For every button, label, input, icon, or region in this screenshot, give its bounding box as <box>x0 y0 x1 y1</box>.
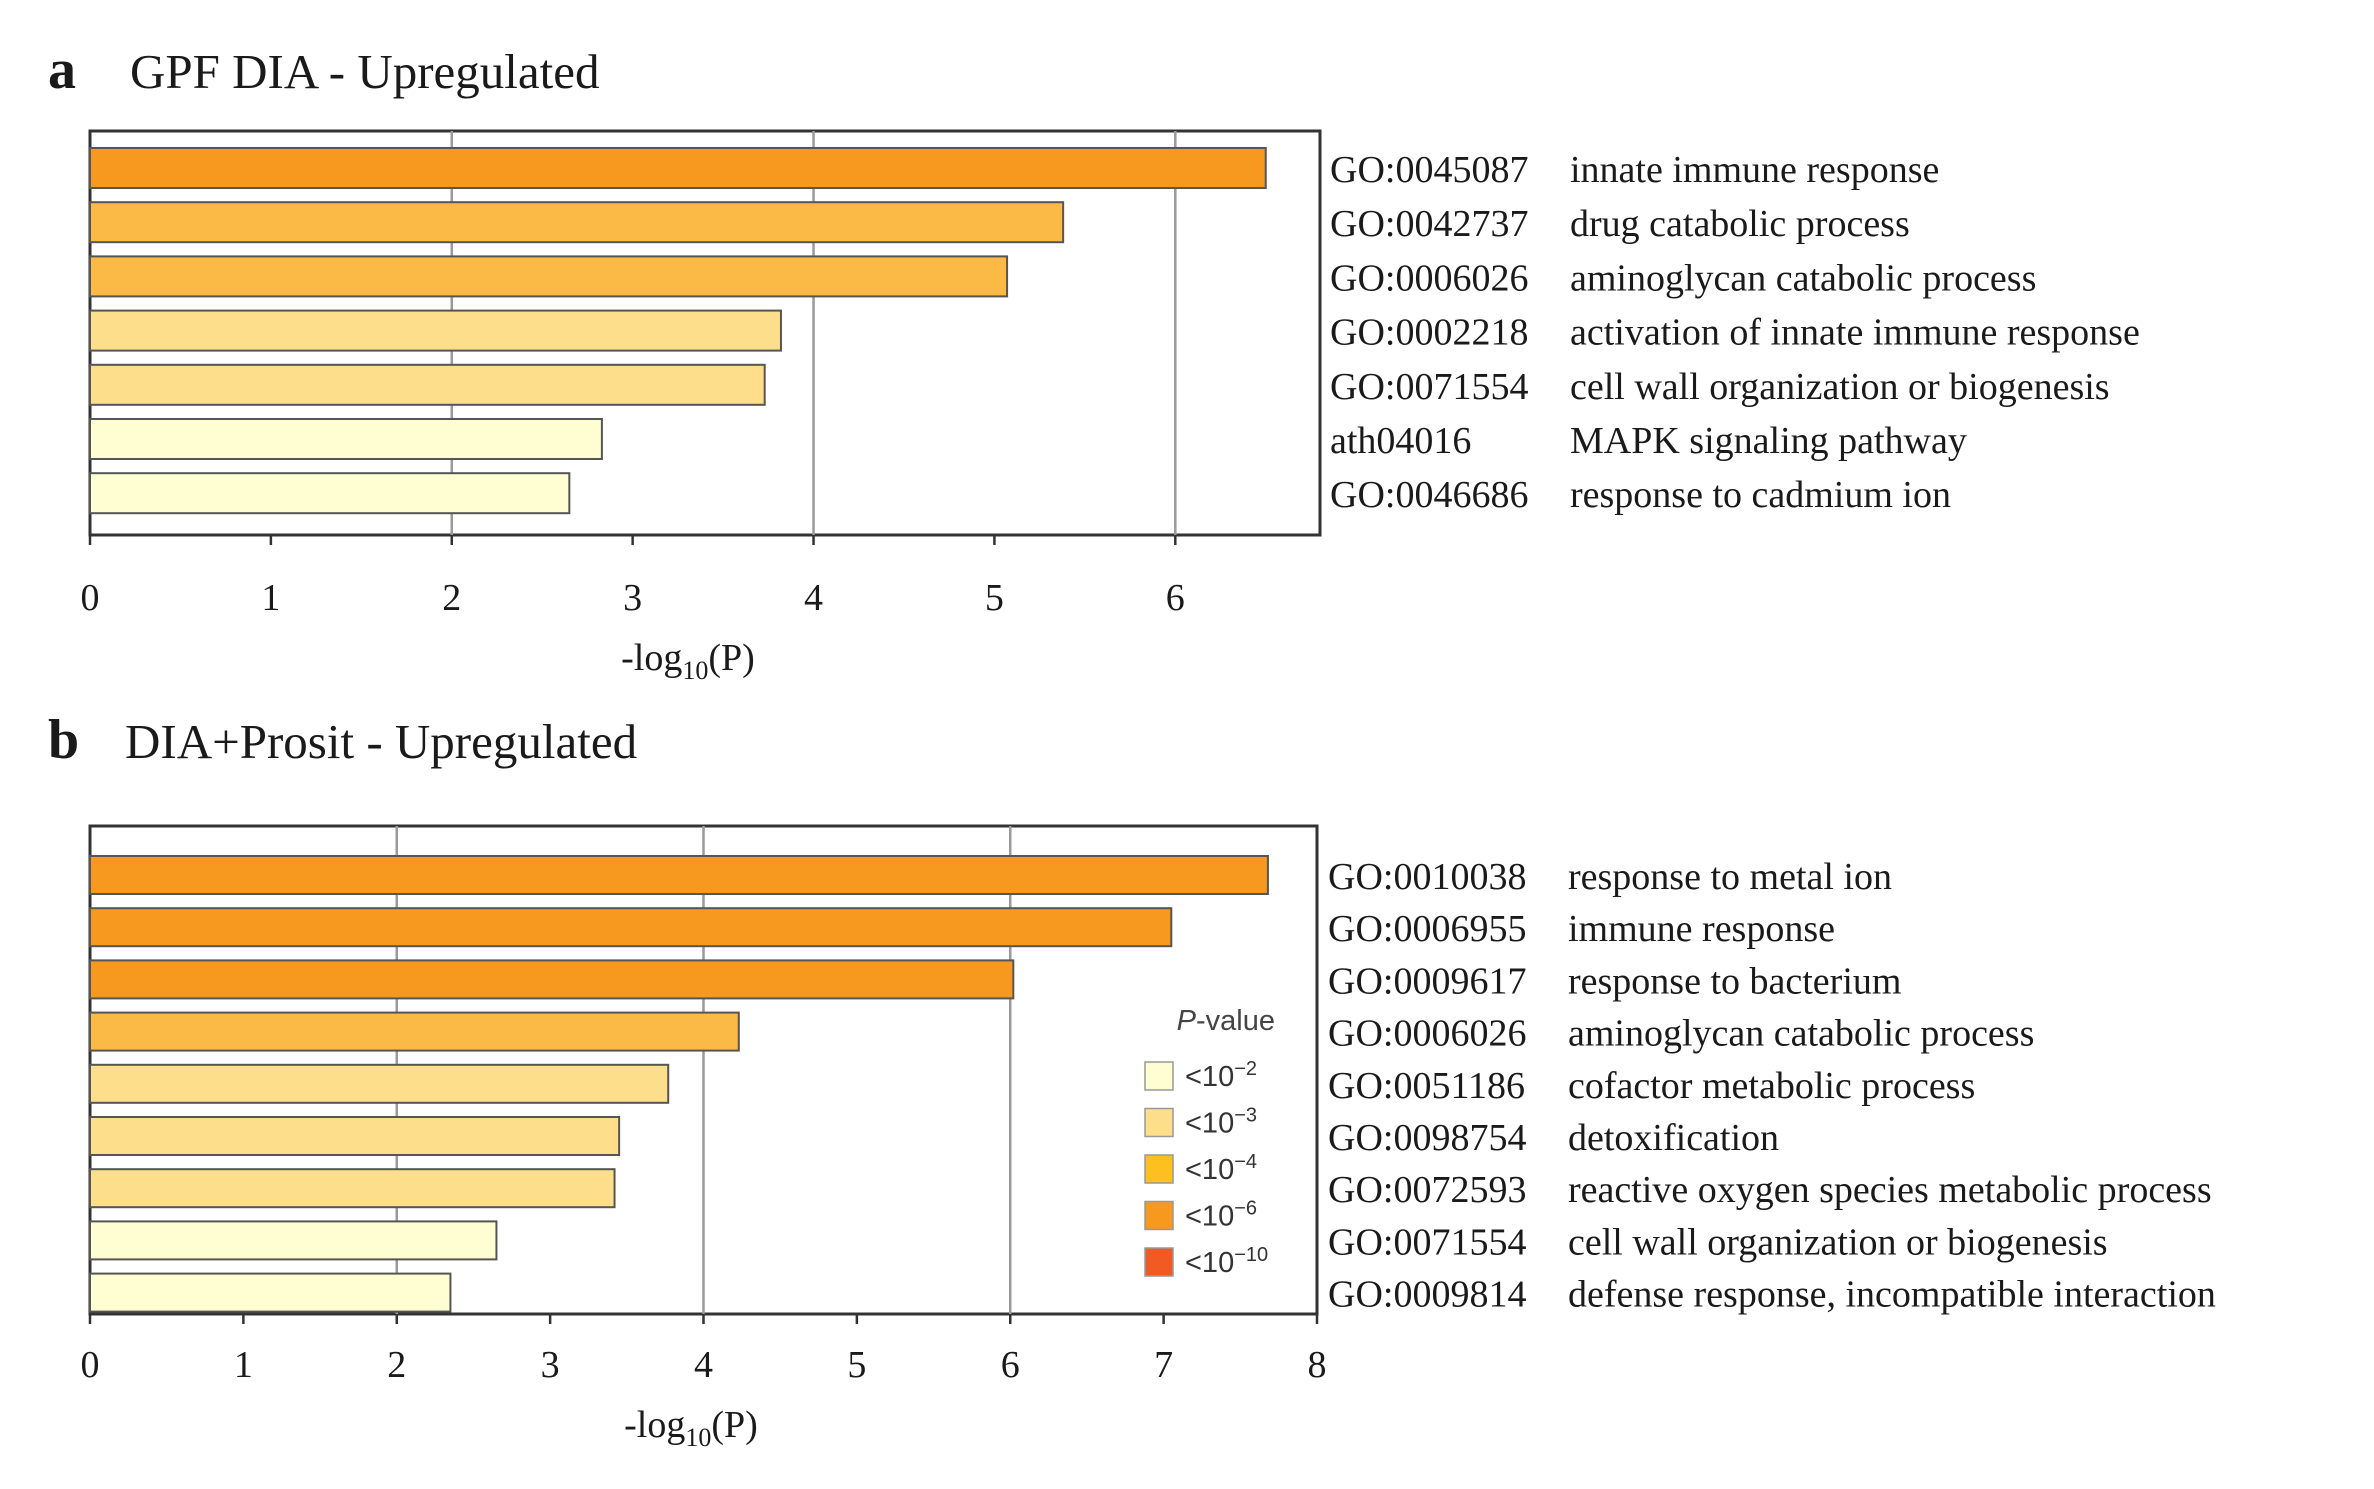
term-label: activation of innate immune response <box>1570 312 2140 354</box>
term-label: MAPK signaling pathway <box>1570 420 1967 462</box>
legend-label: <10−6 <box>1185 1198 1257 1233</box>
x-tick-label: 2 <box>387 1344 406 1386</box>
bar <box>89 255 1009 298</box>
go-id-label: GO:0002218 <box>1330 312 1528 354</box>
term-label: drug catabolic process <box>1570 203 1910 245</box>
bar <box>89 363 766 406</box>
bar <box>89 201 1065 244</box>
term-label: response to cadmium ion <box>1570 474 1951 516</box>
bar <box>89 1116 621 1156</box>
x-tick-label: 6 <box>1001 1344 1020 1386</box>
x-tick-label: 0 <box>81 577 100 619</box>
panel-letter: a <box>48 39 76 101</box>
go-id-label: GO:0006955 <box>1328 908 1526 950</box>
x-tick-label: 3 <box>541 1344 560 1386</box>
legend-swatch <box>1144 1154 1174 1184</box>
go-id-label: GO:0006026 <box>1330 257 1528 299</box>
legend-label: <10−4 <box>1185 1151 1257 1186</box>
x-tick-label: 7 <box>1154 1344 1173 1386</box>
term-label: cofactor metabolic process <box>1568 1065 1975 1107</box>
go-id-label: GO:0009814 <box>1328 1274 1526 1316</box>
legend-label: <10−3 <box>1185 1105 1257 1140</box>
bar <box>89 472 571 515</box>
bar <box>89 907 1173 948</box>
x-tick-label: 8 <box>1308 1344 1327 1386</box>
term-label: immune response <box>1568 908 1835 950</box>
go-id-label: GO:0098754 <box>1328 1117 1526 1159</box>
legend-swatch <box>1144 1247 1174 1277</box>
go-id-label: GO:0071554 <box>1328 1221 1526 1263</box>
term-label: aminoglycan catabolic process <box>1568 1013 2034 1055</box>
panel-b: b DIA+Prosit - Upregulated GO:0010038 respo… <box>48 709 2216 1452</box>
go-id-label: GO:0010038 <box>1328 856 1526 898</box>
x-tick-label: 5 <box>985 577 1004 619</box>
term-label: response to metal ion <box>1568 856 1892 898</box>
x-tick-label: 0 <box>81 1344 100 1386</box>
bar <box>89 418 603 460</box>
x-tick-label: 4 <box>694 1344 713 1386</box>
term-label: aminoglycan catabolic process <box>1570 257 2036 299</box>
legend-label: <10−2 <box>1185 1058 1257 1093</box>
legend-swatch <box>1144 1200 1174 1231</box>
term-label: defense response, incompatible interacti… <box>1568 1274 2216 1316</box>
go-id-label: GO:0071554 <box>1330 366 1528 408</box>
legend-title: P-value <box>1177 1005 1275 1037</box>
term-label: innate immune response <box>1570 149 1939 191</box>
bar <box>89 309 782 352</box>
legend: P-value <10−2 <10−3 <10−4 <10−6 <10−10 <box>1144 1005 1275 1279</box>
bar <box>89 1063 670 1104</box>
x-tick-label: 4 <box>804 577 823 619</box>
go-id-label: GO:0046686 <box>1330 474 1528 516</box>
go-id-label: GO:0072593 <box>1328 1169 1526 1211</box>
x-tick-label: 3 <box>623 577 642 619</box>
legend-swatch <box>1144 1107 1174 1138</box>
panel-title: GPF DIA - Upregulated <box>130 44 600 99</box>
x-tick-label: 1 <box>261 577 280 619</box>
x-tick-label: 5 <box>847 1344 866 1386</box>
bar <box>89 147 1267 189</box>
term-label: cell wall organization or biogenesis <box>1570 366 2110 408</box>
go-id-label: GO:0042737 <box>1330 203 1528 245</box>
go-id-label: ath04016 <box>1330 420 1471 462</box>
go-id-label: GO:0006026 <box>1328 1013 1526 1055</box>
panel-title: DIA+Prosit - Upregulated <box>125 714 637 769</box>
x-axis-label: -log10(P) <box>621 637 755 685</box>
go-id-label: GO:0009617 <box>1328 960 1526 1002</box>
panel-letter: b <box>48 709 79 771</box>
x-axis-label: -log10(P) <box>624 1404 758 1452</box>
bar <box>89 855 1269 895</box>
term-label: reactive oxygen species metabolic proces… <box>1568 1169 2212 1211</box>
bar <box>89 1272 452 1313</box>
x-tick-label: 6 <box>1166 577 1185 619</box>
bar <box>89 1168 616 1209</box>
x-tick-label: 2 <box>442 577 461 619</box>
bar <box>89 1220 498 1261</box>
term-label: cell wall organization or biogenesis <box>1568 1221 2108 1263</box>
panel-a: a GPF DIA - Upregulated GO:0045087 innate i… <box>48 39 2140 685</box>
go-id-label: GO:0045087 <box>1330 149 1528 191</box>
legend-swatch <box>1144 1061 1174 1091</box>
term-label: detoxification <box>1568 1117 1779 1159</box>
x-tick-label: 1 <box>234 1344 253 1386</box>
legend-label: <10−10 <box>1185 1244 1268 1279</box>
go-id-label: GO:0051186 <box>1328 1065 1525 1107</box>
bar <box>89 959 1015 1000</box>
term-label: response to bacterium <box>1568 960 1901 1002</box>
bar <box>89 1011 740 1052</box>
